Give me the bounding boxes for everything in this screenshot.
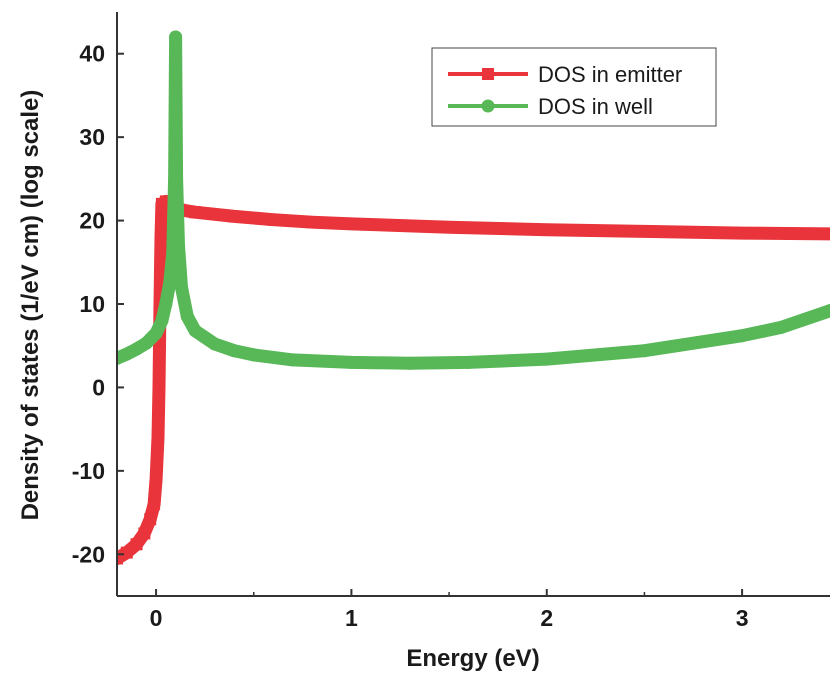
data-point-emitter — [150, 473, 163, 486]
data-point-emitter — [228, 210, 241, 223]
y-tick-label: -20 — [72, 541, 105, 567]
x-tick-label: 2 — [540, 605, 553, 631]
data-point-well — [149, 326, 163, 340]
data-point-well — [735, 329, 749, 343]
x-tick-label: 0 — [150, 605, 163, 631]
series-line-well — [117, 30, 830, 370]
data-point-well — [130, 342, 144, 356]
legend-box — [431, 47, 717, 127]
data-point-well — [637, 344, 651, 358]
data-point-well — [247, 348, 261, 362]
data-point-well — [540, 352, 554, 366]
data-point-emitter — [267, 213, 280, 226]
data-point-well — [120, 347, 134, 361]
data-point-well — [462, 355, 476, 369]
data-point-well — [159, 297, 173, 311]
y-tick-label: 40 — [79, 41, 105, 67]
data-point-well — [172, 239, 186, 253]
data-point-emitter — [736, 227, 749, 240]
data-point-emitter — [148, 498, 161, 511]
data-point-well — [170, 172, 184, 186]
data-point-well — [227, 344, 241, 358]
legend: DOS in emitter DOS in well — [431, 47, 717, 127]
y-tick-label: 30 — [79, 124, 105, 150]
data-point-emitter — [154, 231, 167, 244]
x-axis-title: Energy (eV) — [406, 645, 539, 672]
data-point-emitter — [345, 217, 358, 230]
data-point-well — [823, 304, 830, 318]
y-tick-label: 20 — [79, 208, 105, 234]
data-point-emitter — [138, 527, 151, 540]
data-point-well — [286, 353, 300, 367]
y-tick-label: 0 — [92, 374, 105, 400]
legend-marker-circle — [481, 99, 495, 113]
legend-label-emitter: DOS in emitter — [538, 62, 682, 87]
data-point-emitter — [189, 206, 202, 219]
data-point-well — [163, 276, 177, 290]
y-ticks: -20 -10 0 10 20 30 40 — [72, 41, 124, 567]
data-point-emitter — [824, 227, 830, 240]
legend-label-well: DOS in well — [538, 94, 653, 119]
data-point-emitter — [306, 216, 319, 229]
legend-marker-square — [482, 68, 494, 80]
data-point-well — [188, 324, 202, 338]
data-point-emitter — [152, 381, 165, 394]
data-point-emitter — [144, 513, 157, 526]
x-ticks: 0 1 2 3 — [150, 589, 749, 631]
data-point-well — [403, 356, 417, 370]
data-point-well — [774, 320, 788, 334]
series-curves — [117, 30, 830, 565]
x-tick-label: 1 — [345, 605, 358, 631]
data-point-well — [169, 30, 183, 44]
data-point-well — [180, 310, 194, 324]
data-point-well — [155, 314, 169, 328]
data-point-well — [344, 355, 358, 369]
data-point-well — [174, 280, 188, 294]
y-tick-label: -10 — [72, 458, 105, 484]
data-point-well — [208, 337, 222, 351]
data-point-emitter — [130, 538, 143, 551]
data-point-emitter — [120, 546, 133, 559]
y-tick-label: 10 — [79, 291, 105, 317]
data-point-emitter — [152, 431, 165, 444]
axes: -20 -10 0 10 20 30 40 0 1 2 3 — [72, 12, 830, 631]
series-line-emitter — [117, 194, 830, 565]
data-point-well — [139, 336, 153, 350]
data-point-emitter — [638, 225, 651, 238]
data-point-emitter — [540, 223, 553, 236]
x-tick-label: 3 — [736, 605, 749, 631]
data-point-emitter — [117, 552, 123, 565]
y-axis-title: Density of states (1/eV cm) (log scale) — [17, 90, 44, 521]
data-point-emitter — [443, 221, 456, 234]
